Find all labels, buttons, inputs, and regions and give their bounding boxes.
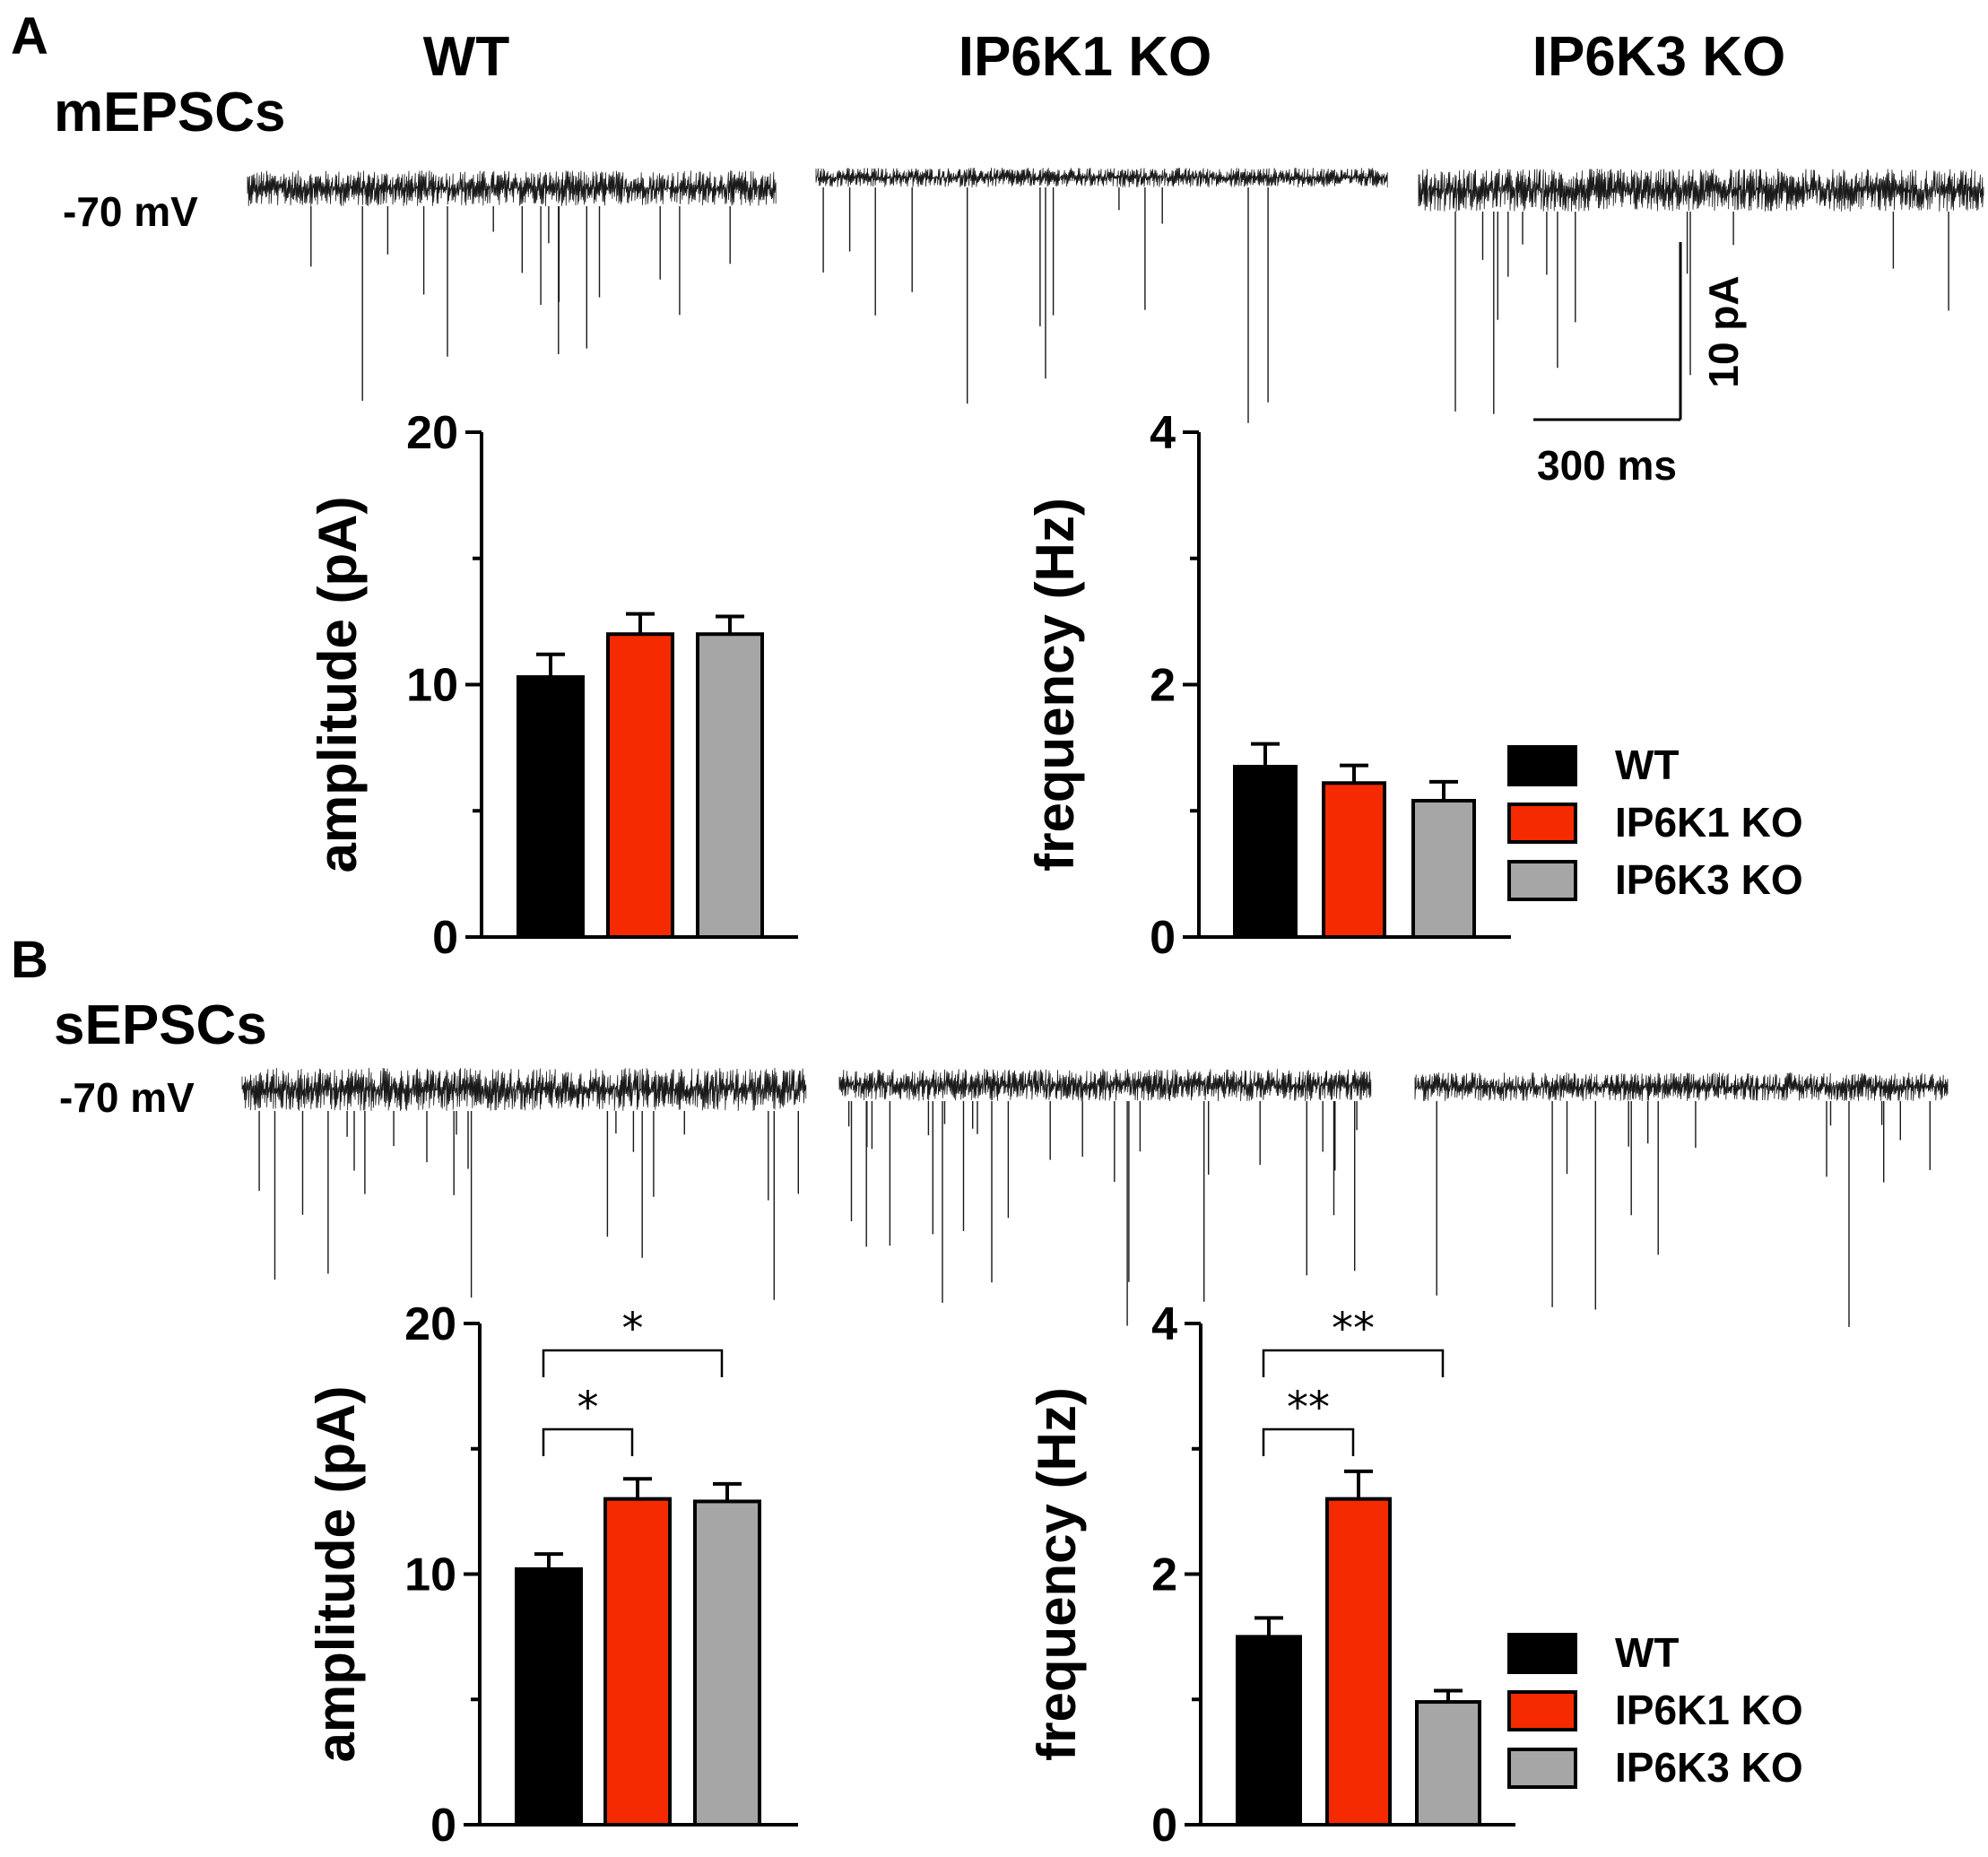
y-tick-label: 20 <box>406 407 458 459</box>
current-trace <box>838 1068 1372 1102</box>
synaptic-events <box>258 1111 799 1300</box>
bar-ip6k1 <box>606 632 674 939</box>
significance-label: * <box>577 1383 599 1433</box>
legend-label-ip6k3: IP6K3 KO <box>1615 856 1803 903</box>
panel-letter-a: A <box>11 7 48 65</box>
legend-swatch-ip6k3 <box>1507 1748 1577 1789</box>
legend-label-ip6k1: IP6K1 KO <box>1615 1687 1803 1733</box>
group-title-wt: WT <box>423 26 510 88</box>
bar-wt <box>517 675 585 939</box>
synaptic-events <box>310 206 731 401</box>
legend-label-wt: WT <box>1615 1629 1680 1676</box>
bar-ip6k1 <box>1322 781 1386 939</box>
legend-swatch-ip6k1 <box>1507 803 1577 844</box>
synaptic-events <box>822 187 1269 423</box>
legend-swatch-wt <box>1507 1633 1577 1674</box>
y-axis-label: amplitude (pA) <box>306 1386 366 1763</box>
current-trace <box>1418 168 1984 213</box>
scale-bar-y-label: 10 pA <box>1700 275 1747 387</box>
holding-potential-b: -70 mV <box>59 1074 195 1121</box>
y-tick-label: 2 <box>1150 660 1176 712</box>
synaptic-events <box>1454 212 1949 414</box>
chart-mepsc-frequency: 0 2 4 frequency (Hz) <box>1025 407 1511 964</box>
y-tick-label: 0 <box>430 1800 456 1852</box>
y-tick-label: 0 <box>1151 1800 1177 1852</box>
y-axis-label: frequency (Hz) <box>1025 498 1085 872</box>
group-title-ip6k3: IP6K3 KO <box>1532 26 1786 88</box>
y-tick-label: 4 <box>1150 407 1176 459</box>
current-trace <box>1414 1072 1949 1102</box>
legend-label-ip6k3: IP6K3 KO <box>1615 1744 1803 1791</box>
trace-title-sepscs: sEPSCs <box>54 994 267 1056</box>
bar-ip6k3 <box>693 1499 761 1827</box>
legend-b: WT IP6K1 KO IP6K3 KO <box>1507 1629 1803 1791</box>
chart-sepsc-frequency: 0 2 4 frequency (Hz) **** <box>1027 1298 1515 1852</box>
bar-wt <box>515 1566 583 1827</box>
legend-swatch-ip6k3 <box>1507 860 1577 901</box>
y-tick-label: 20 <box>404 1298 456 1350</box>
significance-label: * <box>622 1304 644 1354</box>
synaptic-events <box>847 1101 1358 1326</box>
significance-bracket <box>1262 1349 1445 1377</box>
chart-sepsc-amplitude: 0 10 20 amplitude (pA) * * <box>306 1298 798 1852</box>
legend-a: WT IP6K1 KO IP6K3 KO <box>1507 742 1803 903</box>
y-axis-label: amplitude (pA) <box>308 497 368 873</box>
current-trace <box>241 1067 807 1112</box>
bar-ip6k3 <box>696 632 764 939</box>
legend-swatch-ip6k1 <box>1507 1690 1577 1731</box>
significance-bracket <box>1262 1427 1355 1456</box>
current-trace <box>815 167 1388 188</box>
y-tick-label: 10 <box>406 660 458 712</box>
bar-ip6k3 <box>1411 798 1476 939</box>
legend-swatch-wt <box>1507 745 1577 786</box>
bar-wt <box>1233 764 1298 939</box>
y-tick-label: 0 <box>1150 912 1176 964</box>
synaptic-events <box>1436 1101 1931 1327</box>
significance-label: ** <box>1287 1383 1330 1433</box>
scale-bar: 10 pA 300 ms <box>1533 242 1747 489</box>
chart-mepsc-amplitude: 0 10 20 amplitude (pA) <box>308 407 798 964</box>
group-title-ip6k1: IP6K1 KO <box>959 26 1212 88</box>
holding-potential-a: -70 mV <box>63 188 198 235</box>
panel-letter-b: B <box>11 931 48 989</box>
current-trace <box>247 170 777 207</box>
legend-label-wt: WT <box>1615 742 1680 788</box>
y-tick-label: 10 <box>404 1549 456 1601</box>
y-tick-label: 4 <box>1151 1298 1177 1350</box>
scale-bar-x-label: 300 ms <box>1537 442 1677 489</box>
legend-label-ip6k1: IP6K1 KO <box>1615 799 1803 846</box>
significance-bracket <box>542 1427 634 1456</box>
significance-bracket <box>542 1349 724 1377</box>
bar-wt <box>1236 1635 1302 1827</box>
significance-label: ** <box>1332 1304 1375 1354</box>
y-axis-label: frequency (Hz) <box>1027 1387 1087 1761</box>
current-traces <box>241 167 1984 1327</box>
bar-ip6k1 <box>1325 1497 1392 1827</box>
y-tick-label: 0 <box>432 912 458 964</box>
y-tick-label: 2 <box>1151 1549 1177 1601</box>
bar-ip6k3 <box>1415 1700 1481 1827</box>
bar-ip6k1 <box>603 1497 672 1827</box>
trace-title-mepscs: mEPSCs <box>54 82 285 143</box>
